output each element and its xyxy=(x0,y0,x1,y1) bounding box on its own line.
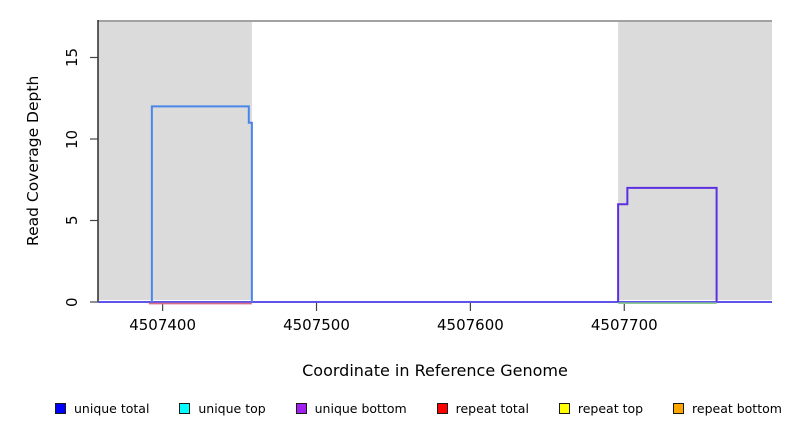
y-tick-label: 5 xyxy=(63,215,81,226)
y-tick-label: 15 xyxy=(63,47,81,68)
legend-swatch-icon xyxy=(55,402,66,414)
unique-coverage-step-left xyxy=(150,105,253,302)
legend-swatch-icon xyxy=(558,402,570,414)
repeat-region-right xyxy=(618,20,772,300)
legend-label: repeat bottom xyxy=(692,400,782,416)
legend-swatch-icon xyxy=(295,402,307,414)
legend-swatch-icon xyxy=(179,402,191,414)
x-tick-label: 4507400 xyxy=(129,316,197,334)
legend-item: repeat bottom xyxy=(673,401,782,416)
y-tick-label: 10 xyxy=(63,129,81,149)
legend: unique total unique top unique bottom repea… xyxy=(55,399,782,417)
x-tick-label: 4507600 xyxy=(436,316,504,334)
legend-item: unique top xyxy=(179,400,266,416)
repeat-region-left xyxy=(98,20,252,300)
legend-item: unique total xyxy=(55,401,149,416)
legend-item: unique bottom xyxy=(295,400,407,416)
x-tick-label: 4507500 xyxy=(283,316,350,334)
unique-coverage-step-right xyxy=(617,186,718,302)
legend-label: unique bottom xyxy=(314,400,407,416)
legend-swatch-icon xyxy=(673,402,685,414)
x-axis-title: Coordinate in Reference Genome xyxy=(302,361,568,380)
legend-item: repeat total xyxy=(436,400,529,416)
y-tick-label: 0 xyxy=(63,297,81,307)
legend-item: repeat top xyxy=(558,400,644,416)
legend-label: unique top xyxy=(198,400,266,416)
y-axis-title: Read Coverage Depth xyxy=(24,75,42,247)
legend-label: repeat total xyxy=(455,400,529,416)
legend-label: unique total xyxy=(74,400,150,416)
legend-swatch-icon xyxy=(436,402,448,414)
legend-label: repeat top xyxy=(577,400,644,416)
x-tick-label: 4507700 xyxy=(590,316,658,334)
